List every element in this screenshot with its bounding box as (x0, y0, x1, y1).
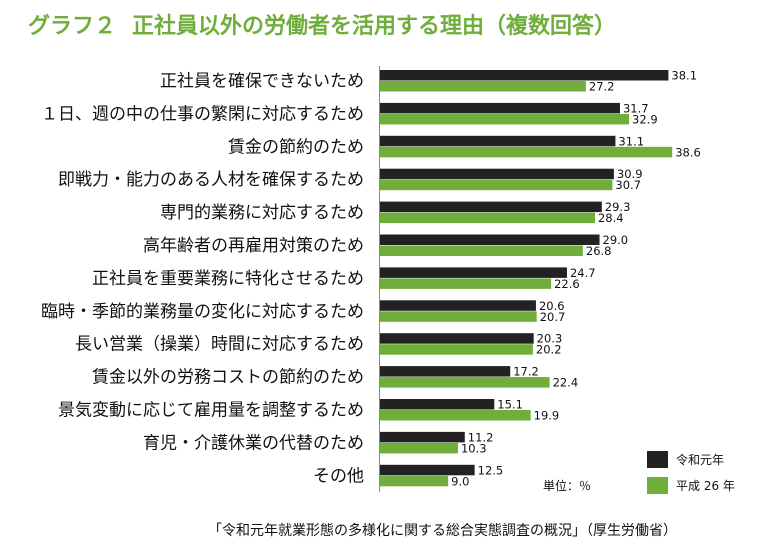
bar-heisei (380, 410, 531, 421)
bar-reiwa (380, 70, 669, 81)
bar-heisei (380, 81, 586, 92)
bar-heisei (380, 245, 583, 256)
bar-reiwa (380, 431, 465, 443)
category-label: 即戦力・能力のある人材を確保するため (58, 170, 364, 190)
legend-swatch-reiwa (647, 451, 668, 468)
bar-reiwa (380, 267, 567, 278)
value-label-heisei: 20.7 (540, 310, 566, 324)
bar-reiwa (380, 300, 536, 311)
value-label-heisei: 28.4 (598, 211, 624, 225)
category-label: 賃金の節約のため (228, 137, 364, 157)
category-label: 専門的業務に対応するため (160, 203, 364, 223)
bar-heisei (380, 113, 630, 125)
legend: 令和元年 平成 26 年 (647, 451, 735, 494)
value-label-reiwa: 20.3 (537, 332, 563, 346)
bar-heisei (380, 278, 552, 289)
value-label-heisei: 9.0 (451, 474, 469, 488)
bar-heisei (380, 442, 458, 454)
value-label-heisei: 20.2 (536, 343, 562, 357)
category-label: 正社員を重要業務に特化させるため (92, 269, 364, 289)
bar-heisei (380, 475, 449, 487)
bar-reiwa (380, 464, 475, 476)
bar-reiwa (380, 135, 616, 147)
bar-reiwa (380, 399, 495, 410)
value-label-reiwa: 15.1 (497, 398, 523, 412)
bar-heisei (380, 179, 613, 191)
bar-heisei (380, 311, 537, 322)
value-label-reiwa: 31.7 (623, 101, 649, 115)
value-label-reiwa: 11.2 (468, 430, 494, 444)
value-label-heisei: 38.6 (675, 145, 701, 159)
category-label: 育児・介護休業の代替のため (143, 433, 364, 453)
value-label-heisei: 26.8 (586, 244, 612, 258)
legend-swatch-heisei (647, 477, 668, 494)
bars-group (380, 70, 673, 487)
value-label-heisei: 10.3 (461, 441, 487, 455)
value-label-reiwa: 31.1 (618, 134, 644, 148)
chart-title: グラフ２ 正社員以外の労働者を活用する理由（複数回答） (28, 8, 616, 40)
category-labels-group: 正社員を確保できないため １日、週の中の仕事の繁閑に対応するため賃金の節約のため即… (41, 72, 364, 487)
bar-heisei (380, 344, 533, 355)
bar-heisei (380, 146, 673, 158)
value-label-reiwa: 38.1 (671, 69, 697, 83)
legend-label-heisei: 平成 26 年 (676, 479, 735, 493)
category-label: 景気変動に応じて雇用量を調整するため (58, 401, 364, 421)
value-label-reiwa: 17.2 (513, 365, 539, 379)
bar-reiwa (380, 201, 602, 213)
bar-heisei (380, 377, 550, 388)
value-label-heisei: 30.7 (615, 178, 641, 192)
value-label-heisei: 32.9 (632, 112, 658, 126)
value-label-reiwa: 20.6 (539, 299, 565, 313)
bar-reiwa (380, 102, 620, 114)
value-label-heisei: 19.9 (534, 409, 560, 423)
category-label: 正社員を確保できないため (160, 72, 364, 92)
category-label: その他 (313, 466, 364, 486)
bar-reiwa (380, 333, 534, 344)
value-label-reiwa: 29.3 (605, 200, 631, 214)
value-label-heisei: 22.6 (554, 277, 580, 291)
value-label-heisei: 27.2 (589, 80, 615, 94)
unit-label: 単位：％ (543, 478, 591, 493)
bar-heisei (380, 212, 595, 224)
value-label-heisei: 22.4 (553, 376, 579, 390)
category-label: 長い営業（操業）時間に対応するため (75, 335, 364, 355)
legend-label-reiwa: 令和元年 (676, 452, 724, 467)
category-label: 賃金以外の労務コストの節約のため (92, 368, 364, 388)
bar-reiwa (380, 168, 614, 180)
value-label-reiwa: 12.5 (478, 463, 504, 477)
value-label-reiwa: 30.9 (617, 167, 643, 181)
category-label: １日、週の中の仕事の繁閑に対応するため (41, 104, 364, 124)
bar-reiwa (380, 234, 600, 245)
source-citation: 「令和元年就業形態の多様化に関する総合実態調査の概況」（厚生労働省） (208, 523, 677, 539)
bar-reiwa (380, 366, 511, 377)
category-label: 高年齢者の再雇用対策のため (143, 236, 364, 256)
chart-title-number: グラフ２ (28, 14, 117, 39)
value-label-reiwa: 29.0 (603, 233, 629, 247)
value-labels-group: 38.1 27.2 31.732.9 31.1 38.6 30.930.7 29.328.4… (451, 69, 701, 489)
chart-title-text: 正社員以外の労働者を活用する理由（複数回答） (132, 14, 617, 39)
category-label: 臨時・季節的業務量の変化に対応するため (41, 302, 364, 322)
value-label-reiwa: 24.7 (570, 266, 596, 280)
